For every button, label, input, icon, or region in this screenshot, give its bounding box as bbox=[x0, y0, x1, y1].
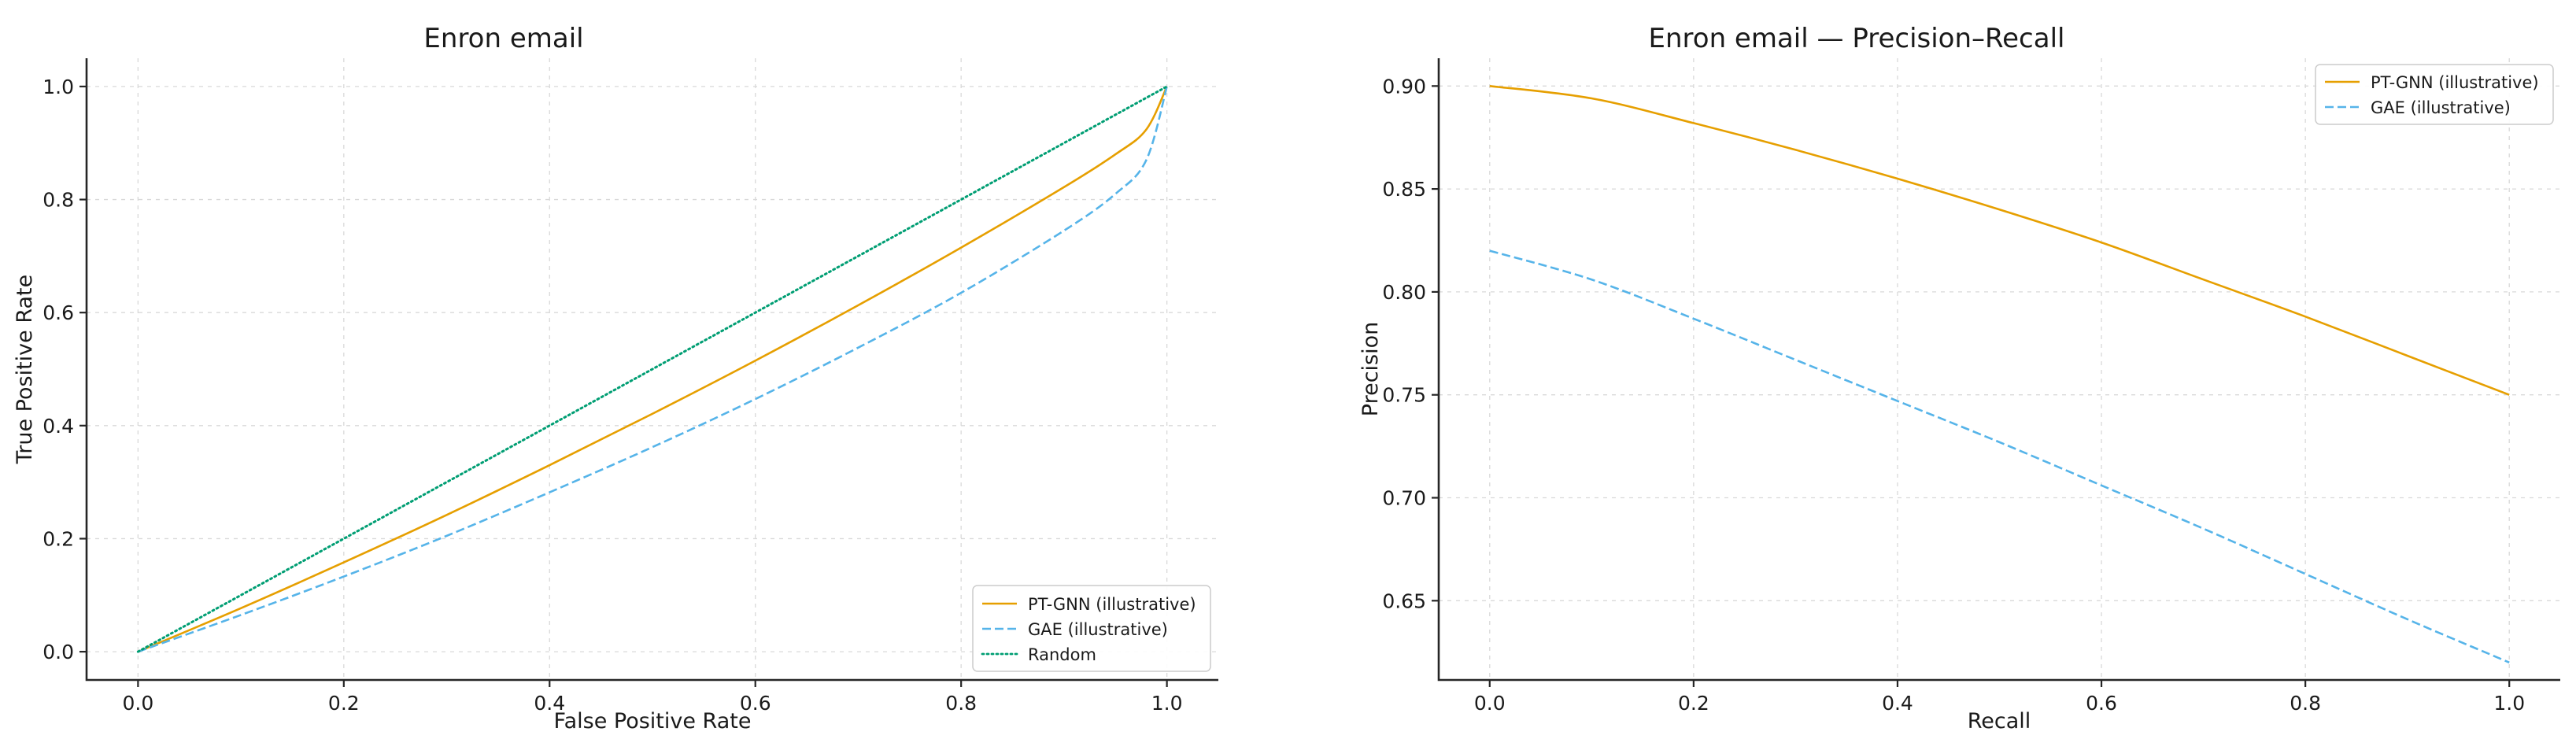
grid bbox=[87, 58, 1218, 680]
legend: PT-GNN (illustrative) GAE (illustrative) bbox=[2315, 64, 2554, 125]
axes-spine bbox=[85, 58, 1218, 682]
legend-label-gae: GAE (illustrative) bbox=[2371, 98, 2511, 117]
x-tick-label: 0.0 bbox=[122, 692, 153, 715]
x-tick-label: 0.2 bbox=[1678, 692, 1709, 715]
axes-spine bbox=[1437, 58, 2560, 682]
x-axis-label: Recall bbox=[1968, 709, 2031, 733]
series-line-pt-gnn bbox=[137, 86, 1168, 653]
x-tick-label: 0.2 bbox=[328, 692, 360, 715]
x-tick-label: 0.0 bbox=[1474, 692, 1506, 715]
legend-label-random: Random bbox=[1028, 645, 1096, 664]
x-tick-label: 0.4 bbox=[1882, 692, 1913, 715]
y-axis-label: Precision bbox=[1358, 322, 1383, 416]
y-tick-label: 1.0 bbox=[43, 76, 74, 98]
y-tick-label: 0.0 bbox=[43, 641, 74, 663]
y-tick-label: 0.90 bbox=[1382, 75, 1426, 98]
x-axis-label: False Positive Rate bbox=[554, 709, 752, 733]
chart-title: Enron email bbox=[423, 23, 583, 54]
y-axis-label: True Positive Rate bbox=[13, 275, 37, 465]
series-layer bbox=[136, 85, 1169, 653]
roc-chart: Enron email 0.0 0.2 0.4 0.6 0.8 1.00.00.20.40… bbox=[13, 23, 1218, 733]
x-tick-label: 0.8 bbox=[945, 692, 977, 715]
legend: PT-GNN (illustrative) GAE (illustrative)… bbox=[972, 585, 1211, 672]
x-tick-label: 1.0 bbox=[1151, 692, 1183, 715]
series-line-gae bbox=[1489, 249, 2510, 663]
series-layer bbox=[1489, 85, 2510, 663]
chart-title: Enron email — Precision–Recall bbox=[1649, 23, 2065, 54]
y-tick-label: 0.6 bbox=[43, 301, 74, 324]
x-tick-label: 0.6 bbox=[2086, 692, 2117, 715]
legend-label-pt-gnn: PT-GNN (illustrative) bbox=[1028, 595, 1196, 614]
legend-label-pt-gnn: PT-GNN (illustrative) bbox=[2371, 73, 2539, 92]
ticks: 0.0 0.2 0.4 0.6 0.8 1.0 0.0 0.2 0.4 0.6 0.8 1.0 bbox=[43, 76, 1182, 715]
x-tick-label: 0.6 bbox=[740, 692, 771, 715]
grid bbox=[1439, 58, 2560, 680]
legend-box bbox=[2315, 64, 2554, 125]
x-tick-label: 0.4 bbox=[534, 692, 565, 715]
y-tick-label: 0.65 bbox=[1382, 589, 1426, 612]
y-tick-label: 0.80 bbox=[1382, 281, 1426, 304]
series-line-pt-gnn bbox=[1489, 85, 2510, 396]
y-tick-label: 0.75 bbox=[1382, 384, 1426, 407]
y-tick-label: 0.85 bbox=[1382, 178, 1426, 201]
x-tick-label: 0.8 bbox=[2290, 692, 2321, 715]
y-tick-label: 0.8 bbox=[43, 189, 74, 212]
y-tick-label: 0.4 bbox=[43, 415, 74, 438]
y-tick-label: 0.70 bbox=[1382, 486, 1426, 509]
legend-box bbox=[972, 585, 1211, 672]
series-line-random bbox=[136, 85, 1169, 653]
ticks: 0.0 0.2 0.4 0.6 0.8 1.0 0.65 0.70 0.75 0.80 0.85 0.… bbox=[1382, 75, 2525, 715]
legend-label-gae: GAE (illustrative) bbox=[1028, 620, 1168, 639]
series-line-gae bbox=[137, 86, 1168, 653]
x-tick-label: 1.0 bbox=[2493, 692, 2525, 715]
pr-chart: Enron email — Precision–Recall 0.0 0.2 0.4… bbox=[1358, 23, 2560, 733]
y-tick-label: 0.2 bbox=[43, 527, 74, 550]
